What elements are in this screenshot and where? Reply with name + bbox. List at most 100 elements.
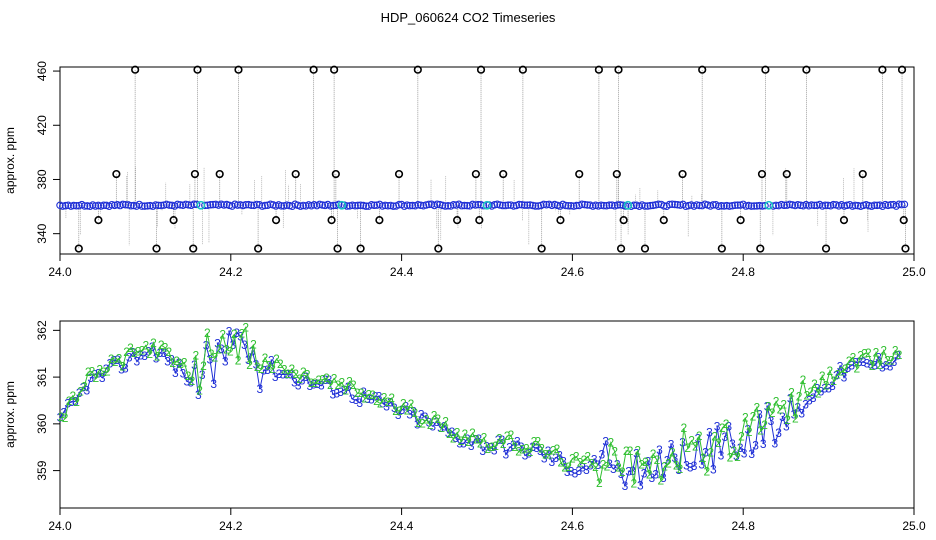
series-point-label: 3 [322, 373, 329, 387]
series-point-label: 2 [592, 460, 599, 474]
series-point-label: 2 [584, 449, 591, 463]
bottom-x-tick-label: 24.6 [561, 519, 585, 533]
series-point [326, 202, 335, 210]
bottom-y-tick-label: 359 [35, 460, 49, 480]
series-point [649, 201, 657, 210]
series-point-label: 3 [230, 338, 237, 352]
series-point-label: 2 [704, 464, 711, 478]
series-point-label: 2 [154, 349, 161, 363]
outlier-point [575, 169, 584, 179]
series-point [684, 201, 693, 210]
series-point-label: 3 [871, 359, 878, 373]
series-point-label: 2 [550, 443, 557, 457]
series-point-label: 3 [326, 373, 333, 387]
outlier-point [614, 65, 623, 74]
series-point [130, 201, 138, 210]
series-point [534, 202, 542, 210]
series-point-label: 3 [568, 464, 575, 478]
cyan-marker [764, 200, 774, 210]
series-point [750, 202, 758, 210]
series-point-label: 2 [158, 338, 165, 352]
series-point-label: 2 [242, 321, 249, 335]
series-point [69, 201, 78, 210]
outlier-point [659, 216, 668, 225]
series-point [717, 201, 726, 210]
series-point-label: 2 [511, 440, 518, 454]
series-point [220, 201, 228, 209]
series-point-label: 2 [81, 380, 88, 394]
series-point-label: 3 [137, 348, 144, 362]
outlier-point [858, 169, 867, 179]
series-point-label: 3 [383, 399, 390, 413]
series-point [523, 201, 532, 209]
series-point-label: 2 [538, 441, 545, 455]
series-point-label: 3 [460, 436, 467, 450]
series-point [244, 200, 253, 209]
series-point-label: 3 [283, 367, 290, 381]
series-point-label: 3 [514, 434, 521, 448]
series-point-label: 3 [72, 394, 79, 408]
series-point-label: 2 [289, 362, 296, 376]
series-point-label: 3 [572, 466, 579, 480]
series-point-label: 3 [214, 337, 221, 351]
outlier-point [761, 65, 770, 74]
series-point [58, 202, 67, 210]
series-point-label: 3 [829, 379, 836, 393]
series-point-label: 3 [68, 395, 75, 409]
series-point-label: 2 [239, 327, 246, 341]
series-point-label: 2 [880, 344, 887, 358]
series-point [865, 201, 873, 210]
series-point-label: 2 [861, 347, 868, 361]
series-point-label: 3 [226, 325, 233, 339]
series-point-label: 3 [768, 414, 775, 428]
series-point [895, 200, 903, 209]
series-point-label: 2 [373, 394, 380, 408]
series-point-label: 2 [777, 402, 784, 416]
top-y-tick-label: 420 [35, 115, 49, 135]
series-point [99, 201, 108, 210]
series-point [755, 201, 764, 210]
series-point [654, 200, 663, 209]
series-point-label: 3 [741, 446, 748, 460]
outlier-point [234, 65, 243, 74]
series-point-label: 2 [842, 362, 849, 376]
series-point-label: 3 [64, 397, 71, 411]
outlier-point [291, 169, 300, 179]
series-point [140, 202, 149, 210]
series-point-label: 2 [404, 404, 411, 418]
series-point [146, 201, 154, 210]
outlier-point [413, 65, 422, 74]
series-point-label: 3 [172, 366, 179, 380]
series-point [315, 200, 324, 209]
series-point-label: 3 [341, 383, 348, 397]
series-point-label: 3 [552, 451, 559, 465]
series-point [367, 200, 376, 209]
series-point-label: 2 [108, 352, 115, 366]
series-point-label: 3 [721, 430, 728, 444]
series-point [542, 200, 551, 209]
series-point-label: 2 [577, 455, 584, 469]
series-point-label: 2 [273, 352, 280, 366]
series-point-label: 2 [815, 386, 822, 400]
series-point [720, 202, 728, 210]
series-point-label: 2 [850, 350, 857, 364]
series-point-label: 2 [803, 389, 810, 403]
outlier-point [616, 244, 626, 253]
series-point-label: 3 [545, 444, 552, 458]
series-point [168, 201, 176, 210]
series-point-label: 2 [392, 404, 399, 418]
series-point [810, 201, 819, 210]
outlier-point [94, 216, 103, 225]
series-point [184, 201, 193, 209]
outlier-point [556, 216, 565, 225]
series-point [747, 202, 756, 210]
outlier-point [899, 216, 908, 225]
series-point-label: 2 [300, 365, 307, 379]
series-point [526, 201, 534, 209]
series-point-label: 3 [280, 368, 287, 382]
series-point [873, 201, 881, 210]
series-point [753, 202, 761, 210]
series-point-label: 3 [268, 354, 275, 368]
series-point-label: 2 [627, 444, 634, 458]
series-point [796, 201, 805, 210]
